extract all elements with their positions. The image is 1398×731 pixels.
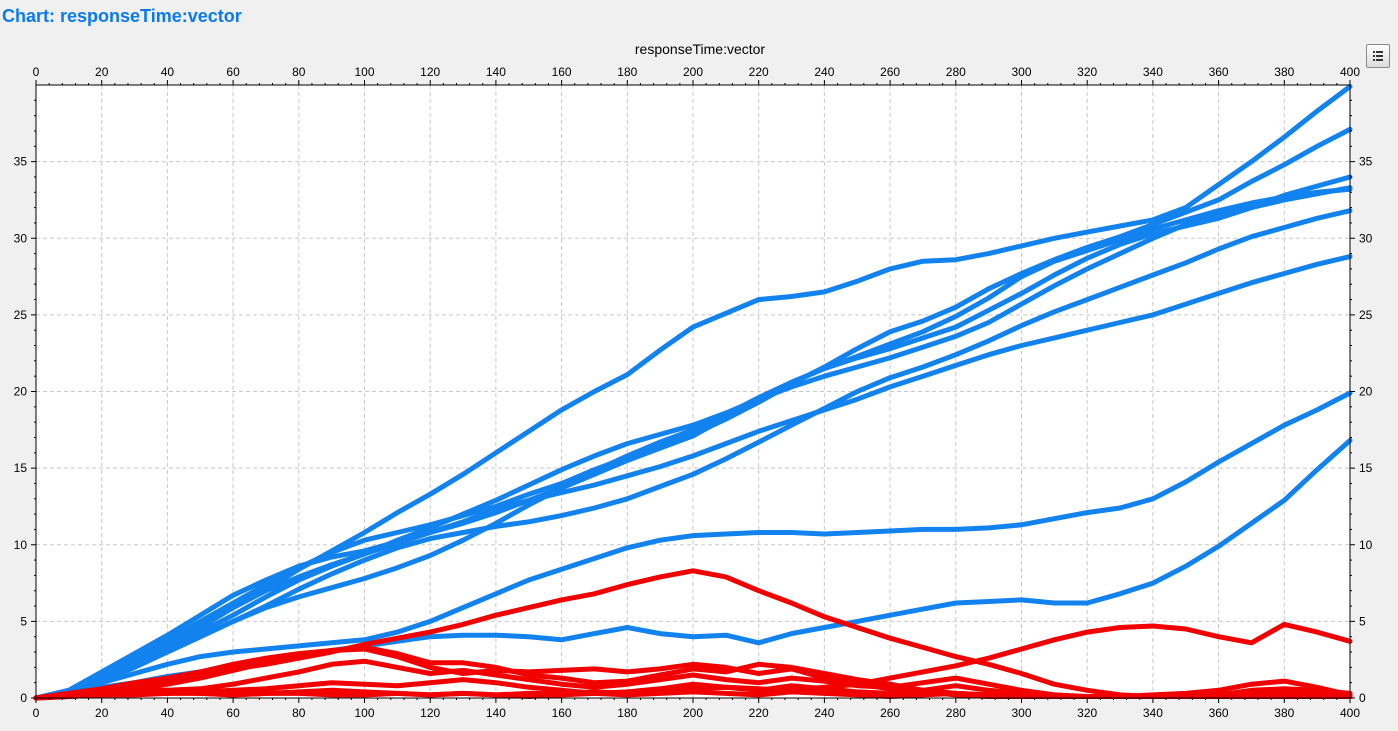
y-tick-label-right: 30 xyxy=(1359,231,1373,245)
series-line-3 xyxy=(33,174,1353,701)
y-tick-label-left: 15 xyxy=(14,461,28,475)
x-tick-label-top: 300 xyxy=(1011,65,1031,79)
x-tick-label-top: 40 xyxy=(161,65,175,79)
x-tick-label-bottom: 160 xyxy=(552,706,572,720)
x-tick-label-bottom: 80 xyxy=(292,706,306,720)
x-tick-label-top: 0 xyxy=(33,65,40,79)
y-tick-label-right: 0 xyxy=(1359,691,1366,705)
x-tick-label-top: 120 xyxy=(420,65,440,79)
x-tick-label-bottom: 360 xyxy=(1209,706,1229,720)
x-tick-label-bottom: 400 xyxy=(1340,706,1360,720)
x-tick-label-top: 20 xyxy=(95,65,109,79)
x-tick-label-bottom: 20 xyxy=(95,706,109,720)
x-tick-label-top: 140 xyxy=(486,65,506,79)
x-tick-label-top: 60 xyxy=(226,65,240,79)
series-line-6 xyxy=(33,254,1353,701)
chart-title: responseTime:vector xyxy=(635,41,766,57)
y-tick-label-left: 35 xyxy=(14,155,28,169)
x-tick-label-top: 280 xyxy=(946,65,966,79)
x-tick-label-top: 240 xyxy=(814,65,834,79)
series-line-4 xyxy=(33,185,1353,701)
x-tick-label-top: 220 xyxy=(749,65,769,79)
y-tick-label-right: 20 xyxy=(1359,385,1373,399)
series-group xyxy=(33,84,1353,701)
y-tick-label-left: 10 xyxy=(14,538,28,552)
y-tick-label-right: 25 xyxy=(1359,308,1373,322)
x-tick-label-bottom: 100 xyxy=(354,706,374,720)
x-tick-label-bottom: 300 xyxy=(1011,706,1031,720)
series-line-7 xyxy=(33,186,1353,701)
x-tick-label-top: 80 xyxy=(292,65,306,79)
x-tick-label-bottom: 220 xyxy=(749,706,769,720)
y-tick-label-left: 0 xyxy=(20,691,27,705)
x-tick-label-top: 400 xyxy=(1340,65,1360,79)
x-tick-label-bottom: 380 xyxy=(1274,706,1294,720)
y-tick-label-left: 5 xyxy=(20,614,27,628)
x-tick-label-bottom: 200 xyxy=(683,706,703,720)
x-tick-label-bottom: 0 xyxy=(33,706,40,720)
x-tick-label-bottom: 60 xyxy=(226,706,240,720)
axes: 0020204040606080801001001201201401401601… xyxy=(14,65,1373,720)
series-line-16 xyxy=(33,687,1353,701)
y-tick-label-right: 35 xyxy=(1359,155,1373,169)
x-tick-label-bottom: 120 xyxy=(420,706,440,720)
x-tick-label-top: 100 xyxy=(354,65,374,79)
page-title: Chart: responseTime:vector xyxy=(2,6,242,26)
x-tick-label-bottom: 260 xyxy=(880,706,900,720)
x-tick-label-top: 380 xyxy=(1274,65,1294,79)
x-tick-label-bottom: 140 xyxy=(486,706,506,720)
x-tick-label-bottom: 340 xyxy=(1143,706,1163,720)
x-tick-label-top: 360 xyxy=(1209,65,1229,79)
x-tick-label-top: 200 xyxy=(683,65,703,79)
x-tick-label-top: 260 xyxy=(880,65,900,79)
series-line-8 xyxy=(33,390,1353,701)
x-tick-label-bottom: 320 xyxy=(1077,706,1097,720)
y-tick-label-right: 5 xyxy=(1359,614,1366,628)
x-tick-label-bottom: 40 xyxy=(161,706,175,720)
legend-list-icon xyxy=(1373,51,1383,61)
x-tick-label-bottom: 280 xyxy=(946,706,966,720)
legend-toggle-button[interactable] xyxy=(1366,44,1390,68)
y-tick-label-right: 10 xyxy=(1359,538,1373,552)
x-tick-label-top: 180 xyxy=(617,65,637,79)
x-tick-label-bottom: 240 xyxy=(814,706,834,720)
x-tick-label-top: 160 xyxy=(552,65,572,79)
x-tick-label-bottom: 180 xyxy=(617,706,637,720)
y-tick-label-left: 20 xyxy=(14,385,28,399)
x-tick-label-top: 320 xyxy=(1077,65,1097,79)
y-tick-label-left: 30 xyxy=(14,231,28,245)
x-tick-label-top: 340 xyxy=(1143,65,1163,79)
y-tick-label-left: 25 xyxy=(14,308,28,322)
y-tick-label-right: 15 xyxy=(1359,461,1373,475)
